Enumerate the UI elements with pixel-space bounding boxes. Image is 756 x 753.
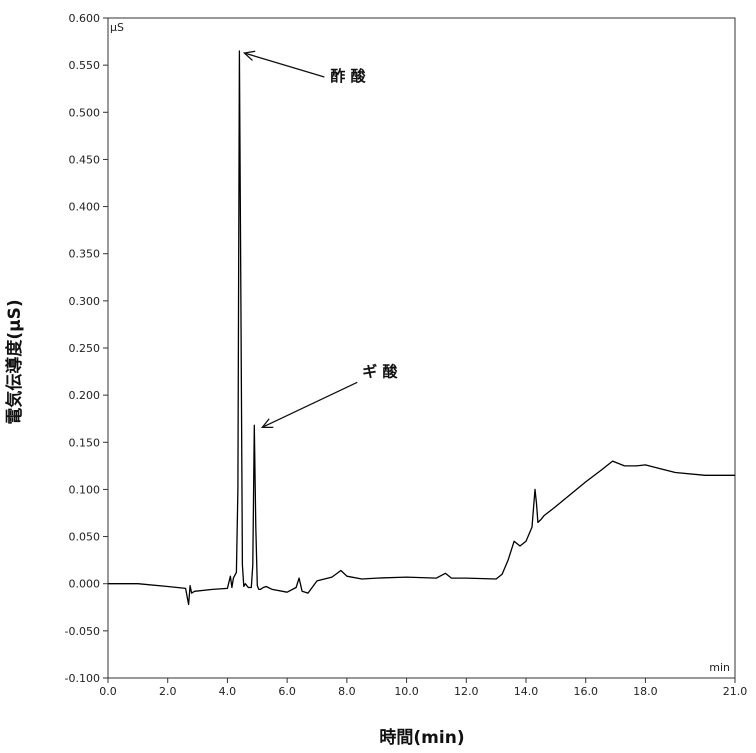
x-tick-label: 0.0: [99, 685, 117, 698]
y-tick-label: -0.050: [65, 625, 100, 638]
y-axis-ticks: -0.100 -0.050 0.000 0.050 0.100 0.150 0.200 0.2…: [65, 12, 108, 685]
x-tick-label: 4.0: [219, 685, 237, 698]
x-tick-label: 16.0: [573, 685, 598, 698]
x-tick-label: 10.0: [394, 685, 419, 698]
x-axis-ticks: 0.0 2.0 4.0 6.0 8.0 10.0 12.0 14.0 16.0 18.0 21.0: [99, 678, 747, 698]
annotation-arrow-line: [244, 52, 325, 78]
y-tick-label: 0.300: [69, 295, 101, 308]
y-tick-label: 0.600: [69, 12, 101, 25]
annotation-label: 酢 酸: [330, 67, 366, 85]
y-tick-label: 0.100: [69, 483, 101, 496]
y-tick-label: 0.550: [69, 59, 101, 72]
x-tick-label: 12.0: [454, 685, 479, 698]
y-tick-label: 0.050: [69, 531, 101, 544]
x-axis-title: 時間(min): [379, 727, 464, 748]
annotation-arrow-line: [262, 381, 358, 428]
y-tick-label: 0.200: [69, 389, 101, 402]
plot-frame: [107, 17, 736, 679]
y-tick-label: 0.400: [69, 201, 101, 214]
y-tick-label: 0.450: [69, 153, 101, 166]
annotation-arrow-head: [260, 418, 274, 429]
y-tick-label: 0.150: [69, 436, 101, 449]
annotation-arrow-head: [242, 50, 256, 61]
y-axis-unit: μS: [110, 21, 124, 34]
y-axis-title: 電気伝導度(μS): [4, 299, 25, 424]
y-tick-label: 0.250: [69, 342, 101, 355]
x-tick-label: 2.0: [159, 685, 177, 698]
x-tick-label: 21.0: [723, 685, 748, 698]
peak-annotations: 酢 酸ギ 酸: [242, 50, 399, 429]
x-axis-unit: min: [709, 661, 730, 674]
y-tick-label: 0.500: [69, 106, 101, 119]
annotation-label: ギ 酸: [362, 362, 398, 380]
x-tick-label: 6.0: [278, 685, 296, 698]
y-tick-label: 0.350: [69, 248, 101, 261]
conductivity-trace: [108, 50, 735, 606]
x-tick-label: 14.0: [514, 685, 539, 698]
y-tick-label: -0.100: [65, 672, 100, 685]
x-tick-label: 18.0: [633, 685, 658, 698]
x-tick-label: 8.0: [338, 685, 356, 698]
y-tick-label: 0.000: [69, 578, 101, 591]
